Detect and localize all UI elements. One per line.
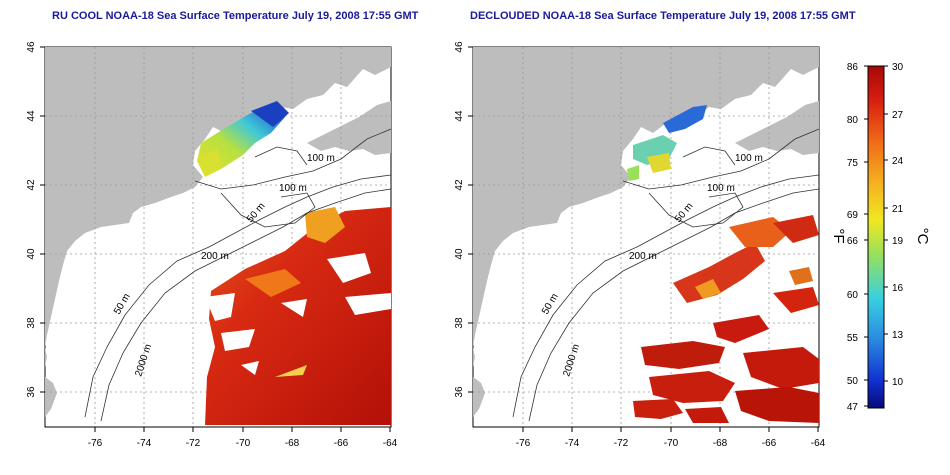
- contour-label-200m: 200 m: [629, 251, 657, 262]
- x-tick-label: -66: [762, 438, 777, 449]
- x-tick-label: -68: [713, 438, 728, 449]
- map-title-left: RU COOL NOAA-18 Sea Surface Temperature …: [52, 10, 419, 22]
- colorbar-c-label: 16: [892, 283, 904, 294]
- x-tick-label: -68: [285, 438, 300, 449]
- bathymetry-contours-right: [512, 128, 820, 422]
- colorbar-unit-celsius: °C: [914, 228, 931, 245]
- y-tick-label: 42: [454, 179, 465, 191]
- x-tick-label: -64: [811, 438, 826, 449]
- x-tick-label: -76: [516, 438, 531, 449]
- y-tick-label: 36: [26, 386, 37, 398]
- x-tick-label: -72: [614, 438, 629, 449]
- colorbar-f-label: 86: [847, 62, 859, 73]
- y-tick-label: 40: [26, 248, 37, 260]
- x-tick-label: -70: [236, 438, 251, 449]
- colorbar-gradient: [867, 65, 885, 409]
- map-panel-left: 100 m 100 m 50 m 200 m 50 m 2000 m: [44, 46, 392, 428]
- colorbar-c-label: 24: [892, 156, 904, 167]
- y-tick-label: 38: [26, 317, 37, 329]
- y-tick-label: 40: [454, 248, 465, 260]
- colorbar-f-label: 60: [847, 290, 859, 301]
- contour-label-100m-a: 100 m: [307, 153, 335, 164]
- bathymetry-contours-left: [84, 128, 392, 422]
- colorbar-f-label: 55: [847, 333, 859, 344]
- colorbar-unit-fahrenheit: °F: [830, 228, 847, 243]
- colorbar-f-label: 69: [847, 210, 859, 221]
- colorbar-c-label: 21: [892, 204, 904, 215]
- map-title-right: DECLOUDED NOAA-18 Sea Surface Temperatur…: [470, 10, 856, 22]
- x-tick-label: -74: [565, 438, 580, 449]
- colorbar-c-label: 27: [892, 110, 904, 121]
- x-tick-label: -70: [664, 438, 679, 449]
- colorbar: 86 80 75 69 66 60 55 50 47 30 27 24 21 1…: [830, 62, 931, 413]
- colorbar-c-label: 10: [892, 377, 904, 388]
- axis-left-map: -76 -74 -72 -70 -68 -66 -64 36 38 40 42 …: [26, 41, 398, 449]
- sst-data-cool-left: [197, 101, 289, 177]
- colorbar-f-label: 75: [847, 158, 859, 169]
- colorbar-f-label: 47: [847, 402, 859, 413]
- y-tick-label: 38: [454, 317, 465, 329]
- y-tick-label: 46: [454, 41, 465, 53]
- map-panel-right: 100 m 100 m 50 m 200 m 50 m 2000 m: [472, 46, 820, 428]
- x-tick-label: -72: [186, 438, 201, 449]
- axis-right-map: -76 -74 -72 -70 -68 -66 -64 36 38 40 42 …: [454, 41, 826, 449]
- colorbar-f-label: 50: [847, 376, 859, 387]
- x-tick-label: -74: [137, 438, 152, 449]
- y-tick-label: 46: [26, 41, 37, 53]
- y-tick-label: 44: [26, 110, 37, 122]
- x-tick-label: -76: [88, 438, 103, 449]
- contour-label-200m: 200 m: [201, 251, 229, 262]
- y-tick-label: 36: [454, 386, 465, 398]
- colorbar-c-label: 30: [892, 62, 904, 73]
- y-tick-label: 44: [454, 110, 465, 122]
- sst-data-warm-left: [205, 207, 391, 425]
- colorbar-c-label: 19: [892, 236, 904, 247]
- x-tick-label: -64: [383, 438, 398, 449]
- colorbar-f-label: 66: [847, 236, 859, 247]
- contour-label-100m-a: 100 m: [735, 153, 763, 164]
- x-tick-label: -66: [334, 438, 349, 449]
- y-tick-label: 42: [26, 179, 37, 191]
- colorbar-f-label: 80: [847, 115, 859, 126]
- contour-label-100m-b: 100 m: [707, 183, 735, 194]
- sst-data-warm-right: [633, 215, 819, 423]
- sst-data-cool-right: [627, 105, 707, 181]
- contour-label-100m-b: 100 m: [279, 183, 307, 194]
- colorbar-c-label: 13: [892, 330, 904, 341]
